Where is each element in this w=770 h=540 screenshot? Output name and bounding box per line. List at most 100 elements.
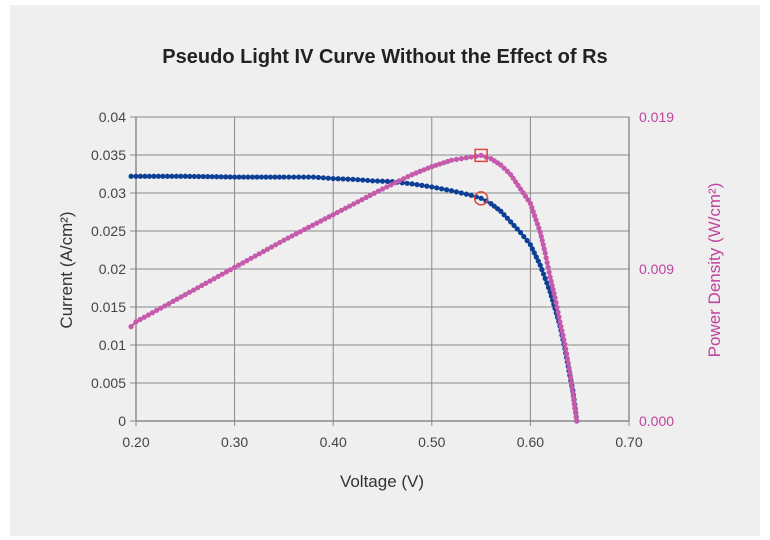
power-density-point xyxy=(158,305,164,311)
power-density-point xyxy=(330,212,336,218)
power-density-point xyxy=(297,229,303,235)
power-density-point xyxy=(463,155,469,161)
y-left-tick-label: 0.04 xyxy=(99,109,126,125)
power-density-point xyxy=(543,255,549,261)
power-density-point xyxy=(548,278,554,284)
power-density-point xyxy=(573,414,579,420)
x-axis-ticks: 0.20 0.30 0.40 0.50 0.60 0.70 xyxy=(122,434,642,450)
current-point xyxy=(429,184,435,190)
power-density-point xyxy=(375,188,381,194)
power-density-point xyxy=(347,203,353,209)
current-point xyxy=(345,176,351,182)
current-point xyxy=(245,174,251,180)
current-point xyxy=(468,192,474,198)
series-layer xyxy=(128,152,580,424)
power-density-point xyxy=(203,280,209,286)
power-density-point xyxy=(277,239,283,246)
power-density-point xyxy=(219,271,225,277)
y-axis-left-title: Current (A/cm²) xyxy=(57,211,76,328)
power-density-point xyxy=(559,328,565,334)
y-axis-left-ticks: 0 0.005 0.01 0.015 0.02 0.025 0.03 0.035 0.04 xyxy=(91,109,126,429)
power-density-point xyxy=(384,184,390,190)
current-point xyxy=(458,190,464,196)
power-density-point xyxy=(541,246,547,252)
current-point xyxy=(200,173,206,180)
power-density-point xyxy=(562,341,568,347)
power-density-point xyxy=(558,323,564,329)
power-density-point xyxy=(547,274,553,280)
current-point xyxy=(155,173,162,179)
power-density-point xyxy=(448,157,455,163)
power-density-point xyxy=(570,393,576,399)
current-point xyxy=(537,262,543,268)
power-density-point xyxy=(567,375,574,381)
current-point xyxy=(521,233,527,240)
y-left-tick-label: 0.03 xyxy=(99,185,126,201)
current-point xyxy=(254,174,260,180)
power-density-point xyxy=(281,237,287,243)
power-density-point xyxy=(536,225,542,231)
current-point xyxy=(370,178,376,184)
power-density-point xyxy=(240,260,246,266)
current-point xyxy=(291,174,297,180)
gridlines xyxy=(130,116,630,426)
power-density-point xyxy=(570,389,576,395)
power-density-point xyxy=(371,190,377,196)
current-point xyxy=(151,173,157,179)
power-density-point xyxy=(260,248,266,255)
power-density-point xyxy=(305,224,312,230)
current-point xyxy=(164,173,170,179)
chart-panel xyxy=(10,5,760,536)
power-density-point xyxy=(128,324,134,330)
power-density-point xyxy=(560,332,566,338)
current-point xyxy=(355,177,361,183)
power-density-point xyxy=(244,258,250,264)
power-density-point xyxy=(532,213,538,219)
power-density-point xyxy=(564,356,570,362)
power-density-point xyxy=(199,282,205,289)
power-density-point xyxy=(542,250,548,256)
power-density-point xyxy=(409,172,415,178)
current-point xyxy=(529,246,535,252)
current-point xyxy=(434,185,440,191)
power-density-point xyxy=(186,289,193,295)
power-density-point xyxy=(334,209,340,216)
current-point xyxy=(296,174,302,180)
y-right-tick-label: 0.000 xyxy=(639,413,674,429)
current-point xyxy=(142,173,148,179)
power-density-point xyxy=(530,209,536,215)
current-point xyxy=(315,174,322,181)
power-density-point xyxy=(379,186,386,192)
power-density-point xyxy=(544,260,550,266)
current-point xyxy=(409,181,415,187)
axes xyxy=(135,117,630,422)
power-density-point xyxy=(421,167,427,173)
current-point xyxy=(527,242,534,248)
current-point xyxy=(196,173,202,180)
current-point xyxy=(330,175,336,182)
power-density-point xyxy=(501,165,507,171)
current-point xyxy=(227,174,233,180)
power-density-point xyxy=(289,233,295,239)
current-point xyxy=(498,208,504,214)
current-point xyxy=(272,174,278,180)
power-density-point xyxy=(441,160,447,166)
power-density-point xyxy=(195,285,201,291)
power-density-point xyxy=(563,351,570,357)
current-point xyxy=(320,175,326,181)
power-density-point xyxy=(561,337,567,343)
current-point xyxy=(182,173,188,179)
current-point xyxy=(404,180,410,186)
y-left-tick-label: 0 xyxy=(118,413,126,429)
current-point xyxy=(539,267,545,273)
current-point xyxy=(511,222,517,229)
y-left-tick-label: 0.025 xyxy=(91,223,126,239)
power-density-point xyxy=(141,314,147,320)
power-density-point xyxy=(178,294,184,300)
power-density-point xyxy=(545,264,551,270)
power-density-point xyxy=(571,401,577,407)
power-density-point xyxy=(549,282,555,288)
power-density-point xyxy=(355,199,361,205)
power-density-point xyxy=(571,397,577,403)
